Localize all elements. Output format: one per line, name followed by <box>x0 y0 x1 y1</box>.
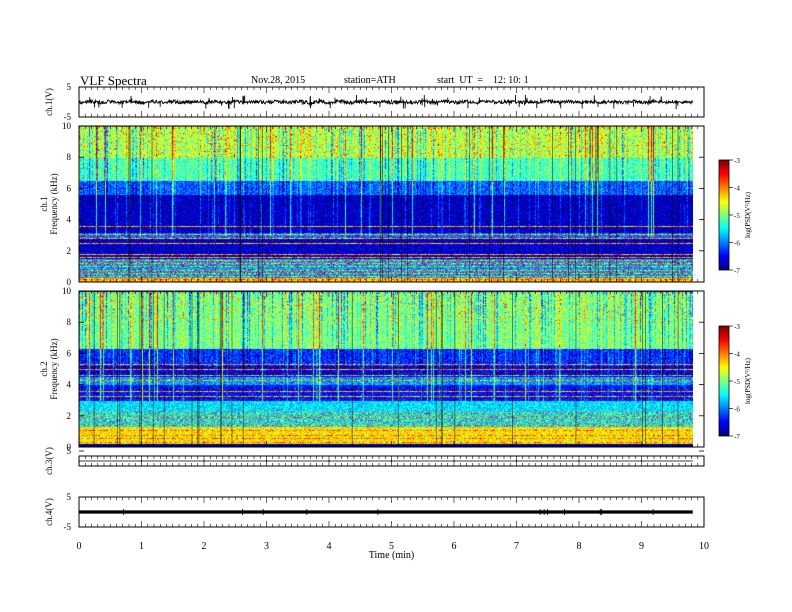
colorbar-tick-label: -4 <box>734 351 740 359</box>
y-tick-label: 2 <box>67 411 72 421</box>
y-tick-label: 6 <box>67 183 72 193</box>
y-tick-label: 5 <box>67 446 72 456</box>
y-tick-label: 4 <box>67 380 72 390</box>
x-tick-label: 3 <box>264 541 269 552</box>
ch1-spectrogram-image <box>79 126 693 282</box>
ch2-spectrogram-ylabel: ch.2 <box>39 361 49 376</box>
x-tick-label: 10 <box>699 541 709 552</box>
x-tick-label: 4 <box>327 541 332 552</box>
y-tick-label: 0 <box>67 277 72 287</box>
x-axis-label: Time (min) <box>369 550 414 561</box>
ch3-waveform-ylabel: ch.3(V) <box>44 447 54 475</box>
ch1-trace <box>78 98 693 106</box>
colorbar-tick-label: -5 <box>734 378 740 386</box>
colorbar-tick-label: -3 <box>734 157 740 165</box>
y-tick-label: -5 <box>64 522 72 532</box>
y-tick-label: 8 <box>67 317 72 327</box>
plot-title: VLF Spectra <box>80 73 147 88</box>
x-tick-label: 8 <box>577 541 582 552</box>
colorbar-tick-label: -7 <box>734 267 740 275</box>
colorbar-label: log(PSD(V²/Hz) <box>744 357 752 404</box>
y-tick-label: 4 <box>67 215 72 225</box>
y-tick-label: 2 <box>67 246 72 256</box>
x-tick-label: 7 <box>514 541 519 552</box>
y-tick-label: 10 <box>62 121 72 131</box>
colorbar <box>719 160 729 270</box>
y-tick-label: 10 <box>62 286 72 296</box>
x-tick-label: 0 <box>77 541 82 552</box>
colorbar-label: log(PSD(V²/Hz) <box>744 191 752 238</box>
colorbar-tick-label: -5 <box>734 212 740 220</box>
colorbar-tick-label: -3 <box>734 323 740 331</box>
y-tick-label: 5 <box>67 492 72 502</box>
y-tick-label: -5 <box>64 112 72 122</box>
colorbar-tick-label: -6 <box>734 406 740 414</box>
ch4-waveform-ylabel: ch.4(V) <box>44 498 54 526</box>
x-tick-label: 1 <box>139 541 144 552</box>
ch1-waveform-ylabel: ch.1(V) <box>44 88 54 116</box>
ch2-spectrogram-ylabel: Frequency (kHz) <box>49 338 59 399</box>
x-tick-label: 5 <box>389 541 394 552</box>
ch2-spectrogram-image <box>79 291 693 447</box>
y-tick-label: 0 <box>67 442 72 452</box>
date-label: Nov.28, 2015 <box>251 75 306 86</box>
start-time-label: start UT = 12: 10: 1 <box>437 75 529 86</box>
colorbar-tick-label: -7 <box>734 433 740 441</box>
y-tick-label: 6 <box>67 348 72 358</box>
y-tick-label: 5 <box>67 82 72 92</box>
colorbar <box>719 326 729 436</box>
ch1-spectrogram-ylabel: Frequency (kHz) <box>49 173 59 234</box>
station-label: station=ATH <box>344 75 396 86</box>
colorbar-tick-label: -6 <box>734 240 740 248</box>
ch1-spectrogram-ylabel: ch.1 <box>39 196 49 211</box>
colorbar-tick-label: -4 <box>734 185 740 193</box>
x-tick-label: 2 <box>202 541 207 552</box>
y-tick-label: 8 <box>67 152 72 162</box>
x-tick-label: 9 <box>639 541 644 552</box>
x-tick-label: 6 <box>452 541 457 552</box>
